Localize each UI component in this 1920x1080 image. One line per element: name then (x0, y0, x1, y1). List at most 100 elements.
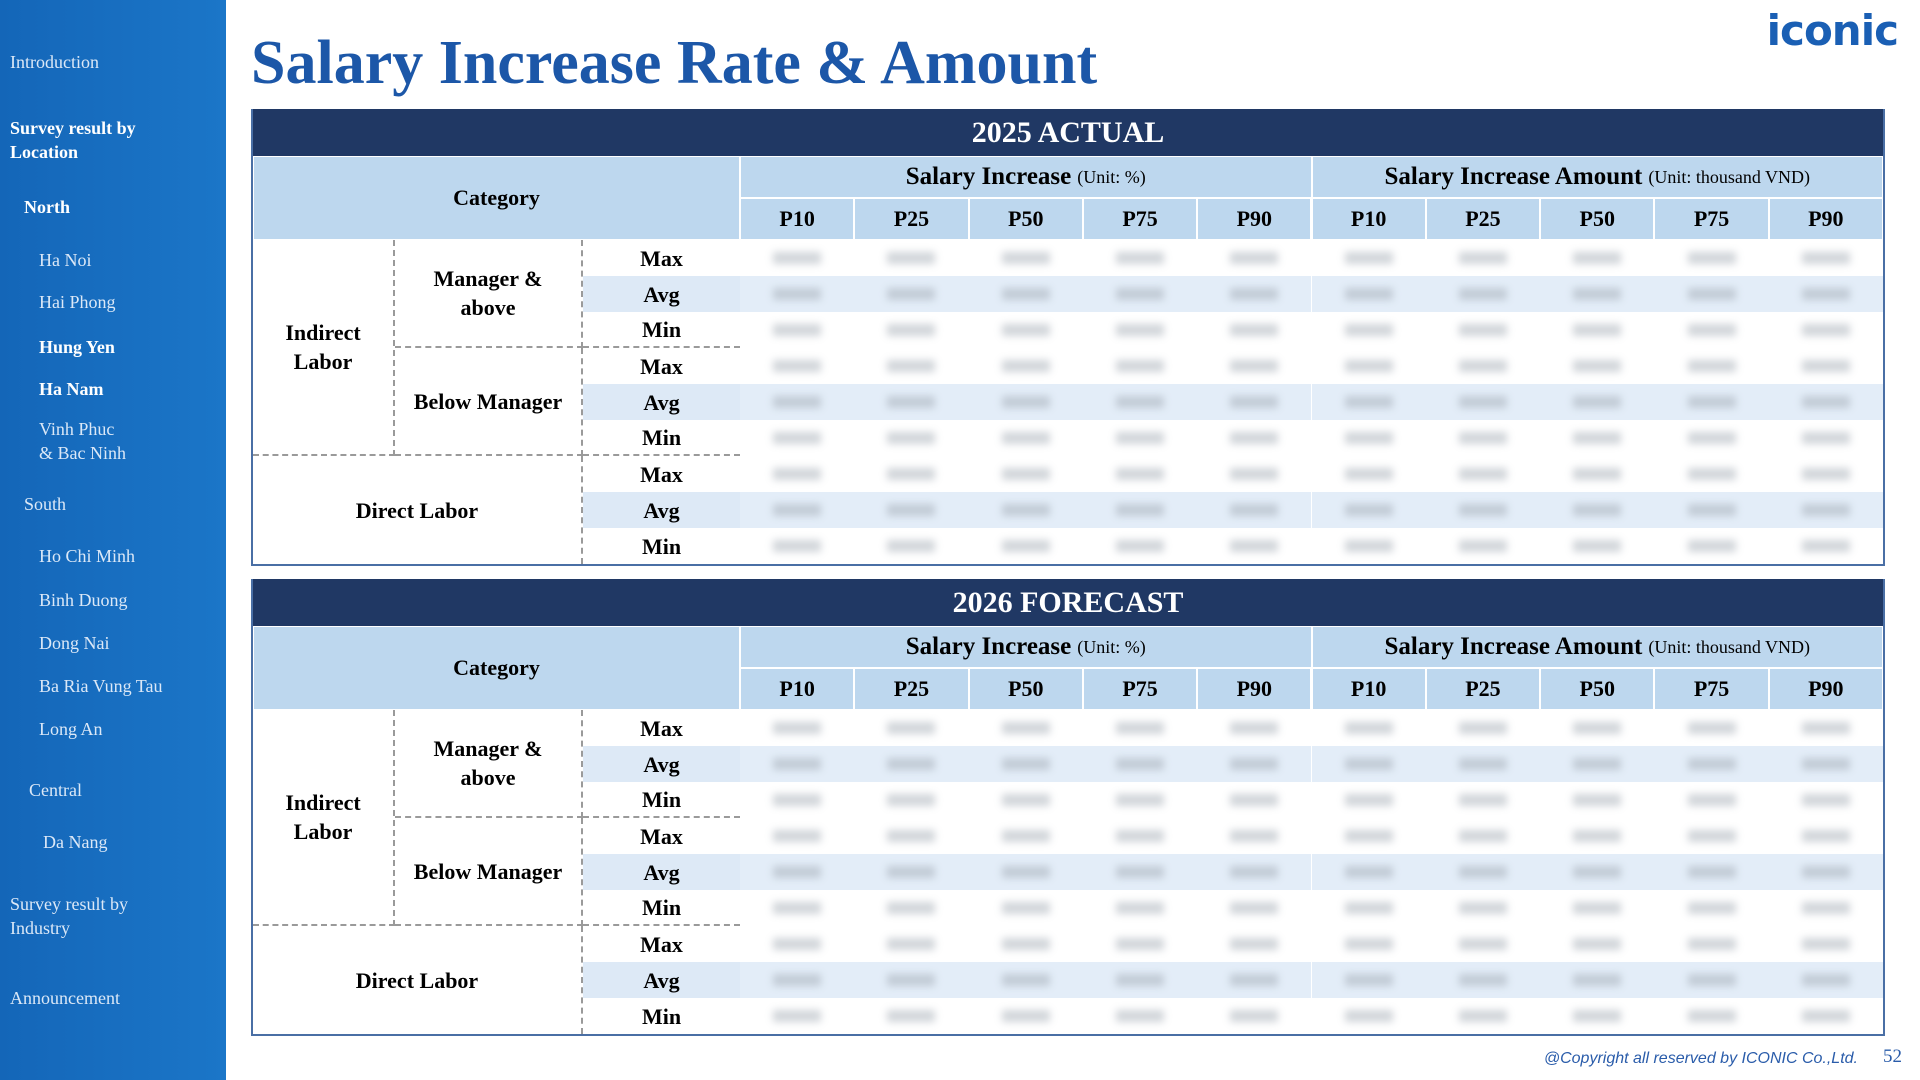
nav-item[interactable]: Da Nang (43, 832, 108, 852)
nav-item[interactable]: Long An (39, 719, 103, 739)
nav-item[interactable]: Survey result by Location (10, 118, 136, 162)
row-group-label: Direct Labor (253, 926, 583, 1034)
data-cell (1425, 492, 1541, 528)
blurred-value (1116, 396, 1165, 408)
blurred-value (1573, 504, 1622, 516)
data-cell (1425, 890, 1541, 926)
blurred-value (1573, 252, 1622, 264)
blurred-value (1344, 722, 1393, 734)
data-cell (1768, 276, 1883, 312)
nav-item[interactable]: Vinh Phuc & Bac Ninh (39, 419, 126, 463)
nav-item[interactable]: Introduction (10, 52, 99, 72)
data-cell (1082, 420, 1198, 456)
blurred-value (1001, 360, 1050, 372)
blurred-value (1458, 902, 1507, 914)
blurred-value (1687, 324, 1736, 336)
data-cell (968, 420, 1083, 456)
data-cell (740, 890, 855, 926)
blurred-value (1001, 974, 1050, 986)
data-cell (1082, 456, 1198, 492)
data-cell (1540, 710, 1655, 746)
blurred-value (1801, 360, 1850, 372)
data-cell (1654, 998, 1769, 1034)
data-cell (1540, 348, 1655, 384)
percentile-header: P10 (1311, 668, 1426, 710)
blurred-value (1344, 866, 1393, 878)
data-cell (1768, 998, 1883, 1034)
nav-item[interactable]: Ha Nam (39, 379, 104, 399)
data-cell (1654, 456, 1769, 492)
nav-item[interactable]: Binh Duong (39, 590, 128, 610)
blurred-value (773, 504, 822, 516)
blurred-value (1801, 866, 1850, 878)
group-header: Salary Increase Amount (Unit: thousand VN… (1311, 626, 1883, 668)
blurred-value (1344, 504, 1393, 516)
blurred-value (1801, 758, 1850, 770)
data-cell (968, 456, 1083, 492)
data-cell (854, 312, 969, 348)
nav-item[interactable]: North (24, 197, 70, 217)
data-cell (1654, 420, 1769, 456)
blurred-value (1230, 432, 1279, 444)
blurred-value (1001, 722, 1050, 734)
data-cell (740, 276, 855, 312)
blurred-value (1573, 432, 1622, 444)
data-cell (968, 710, 1083, 746)
blurred-value (1573, 938, 1622, 950)
stat-label: Avg (583, 746, 740, 782)
blurred-value (887, 974, 936, 986)
blurred-value (1001, 938, 1050, 950)
nav-item[interactable]: Ho Chi Minh (39, 546, 136, 566)
nav-item[interactable]: Central (29, 780, 82, 800)
nav-item[interactable]: Announcement (10, 988, 120, 1008)
data-cell (1197, 348, 1312, 384)
stat-label: Min (583, 528, 740, 564)
data-cell (1654, 528, 1769, 564)
nav-item[interactable]: Hai Phong (39, 292, 116, 312)
data-cell (740, 312, 855, 348)
data-cell (1082, 962, 1198, 998)
data-cell (1082, 890, 1198, 926)
nav-item[interactable]: Dong Nai (39, 633, 110, 653)
data-cell (1197, 890, 1312, 926)
blurred-value (887, 794, 936, 806)
data-cell (1540, 528, 1655, 564)
stat-label: Avg (583, 276, 740, 312)
blurred-value (1116, 938, 1165, 950)
percentile-header: P10 (740, 668, 855, 710)
data-cell (1311, 962, 1426, 998)
data-cell (1425, 348, 1541, 384)
data-cell (854, 746, 969, 782)
blurred-value (1573, 830, 1622, 842)
data-cell (1540, 276, 1655, 312)
blurred-value (1458, 1010, 1507, 1022)
nav-item[interactable]: Ba Ria Vung Tau (39, 676, 163, 696)
nav-item[interactable]: Ha Noi (39, 250, 92, 270)
blurred-value (1801, 794, 1850, 806)
data-cell (1082, 998, 1198, 1034)
data-cell (1197, 926, 1312, 962)
data-cell (854, 998, 969, 1034)
percentile-header: P75 (1654, 198, 1769, 240)
nav-item[interactable]: Survey result by Industry (10, 894, 128, 938)
blurred-value (1687, 830, 1736, 842)
data-cell (1197, 240, 1312, 276)
logo: iconic (1766, 6, 1899, 55)
data-cell (1540, 456, 1655, 492)
blurred-value (1458, 974, 1507, 986)
nav-item[interactable]: South (24, 494, 67, 514)
data-cell (1311, 854, 1426, 890)
blurred-value (887, 324, 936, 336)
nav-item[interactable]: Hung Yen (39, 337, 115, 357)
data-cell (1311, 998, 1426, 1034)
blurred-value (1230, 1010, 1279, 1022)
blurred-value (1687, 360, 1736, 372)
data-cell (1197, 456, 1312, 492)
data-cell (854, 240, 969, 276)
data-cell (1768, 746, 1883, 782)
blurred-value (1687, 866, 1736, 878)
data-cell (1654, 890, 1769, 926)
stat-label: Avg (583, 854, 740, 890)
blurred-value (1001, 794, 1050, 806)
data-cell (1425, 456, 1541, 492)
